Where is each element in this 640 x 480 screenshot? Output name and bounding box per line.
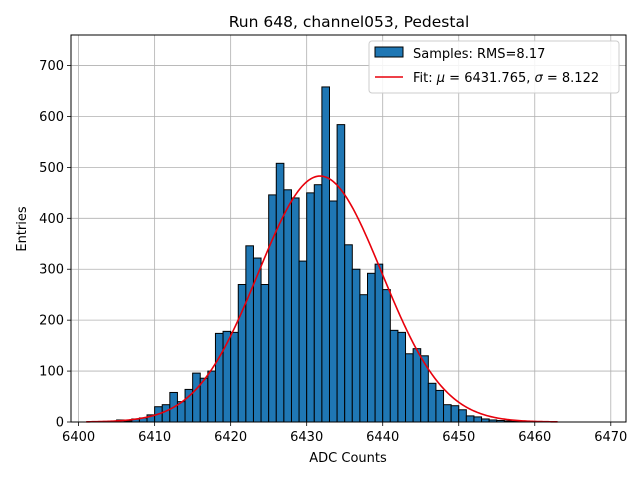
legend-fit-label: Fit: μ = 6431.765, σ = 8.122 (413, 71, 599, 86)
axis-ticks: 6400 6410 6420 6430 6440 6450 6460 6470 0 100 200 3… (39, 59, 627, 445)
histogram-bar (283, 189, 292, 423)
histogram-bar (435, 389, 445, 423)
histogram-bar (420, 355, 429, 423)
histogram-bar (465, 415, 475, 423)
y-tick-label: 200 (39, 314, 64, 329)
y-tick-label: 0 (56, 416, 64, 431)
histogram-bar (161, 404, 171, 423)
histogram-bar (328, 200, 338, 423)
histogram-bar (245, 245, 254, 423)
histogram-bar (397, 331, 407, 423)
histogram-bar (443, 404, 452, 423)
histogram-bar (290, 197, 300, 423)
x-axis-label: ADC Counts (309, 451, 387, 466)
y-tick-label: 700 (39, 59, 64, 74)
histogram-bar (427, 382, 437, 423)
histogram-bar (260, 284, 270, 423)
histogram-bar (230, 331, 239, 423)
histogram-bar (359, 294, 369, 423)
histogram-bar (275, 162, 285, 423)
legend-fit-sigma-value: = 8.122 (543, 71, 599, 86)
histogram-bar (473, 416, 483, 423)
histogram-bars (116, 86, 536, 423)
y-tick-label: 400 (39, 212, 64, 227)
y-tick-label: 100 (39, 365, 64, 380)
chart-title: Run 648, channel053, Pedestal (229, 13, 470, 31)
histogram-bar (207, 370, 216, 423)
histogram-bar (268, 194, 277, 423)
histogram-bar (313, 184, 323, 423)
histogram-bar (336, 124, 346, 423)
legend-fit-sigma-symbol: σ (535, 71, 544, 86)
gaussian-fit-curve (86, 175, 558, 423)
histogram-bar (199, 377, 209, 423)
x-tick-label: 6420 (214, 430, 247, 445)
x-tick-label: 6450 (442, 430, 475, 445)
legend-fit-mu-symbol: μ (436, 71, 445, 86)
y-tick-label: 500 (39, 161, 64, 176)
y-axis-label: Entries (15, 206, 30, 252)
histogram-bar (344, 244, 353, 423)
histogram-bar (306, 192, 315, 423)
histogram-bar (367, 272, 376, 423)
histogram-bar (382, 289, 391, 423)
plot-frame (70, 34, 627, 423)
histogram-bar (412, 348, 422, 423)
legend-samples-label: Samples: RMS=8.17 (413, 47, 545, 62)
histogram-bar (192, 372, 201, 423)
histogram-bar (321, 86, 330, 423)
histogram-bar (458, 409, 467, 423)
x-tick-label: 6430 (290, 430, 323, 445)
histogram-bar (450, 405, 460, 423)
legend-samples-swatch (374, 46, 404, 58)
legend-frame (368, 40, 620, 94)
legend-fit-mu-value: = 6431.765, (445, 71, 534, 86)
x-tick-label: 6470 (594, 430, 627, 445)
histogram-bar (214, 332, 224, 423)
histogram-bar (374, 263, 384, 423)
histogram-bar (298, 260, 308, 423)
x-tick-label: 6460 (518, 430, 551, 445)
x-tick-label: 6440 (366, 430, 399, 445)
legend: Samples: RMS=8.17 Fit: μ = 6431.765, σ =… (368, 40, 620, 94)
legend-fit-prefix: Fit: (413, 71, 437, 86)
y-tick-label: 600 (39, 110, 64, 125)
histogram-bar (389, 329, 399, 423)
x-tick-label: 6410 (138, 430, 171, 445)
y-tick-label: 300 (39, 263, 64, 278)
histogram-bar (351, 268, 361, 423)
x-tick-label: 6400 (62, 430, 95, 445)
histogram-bar (405, 353, 414, 423)
